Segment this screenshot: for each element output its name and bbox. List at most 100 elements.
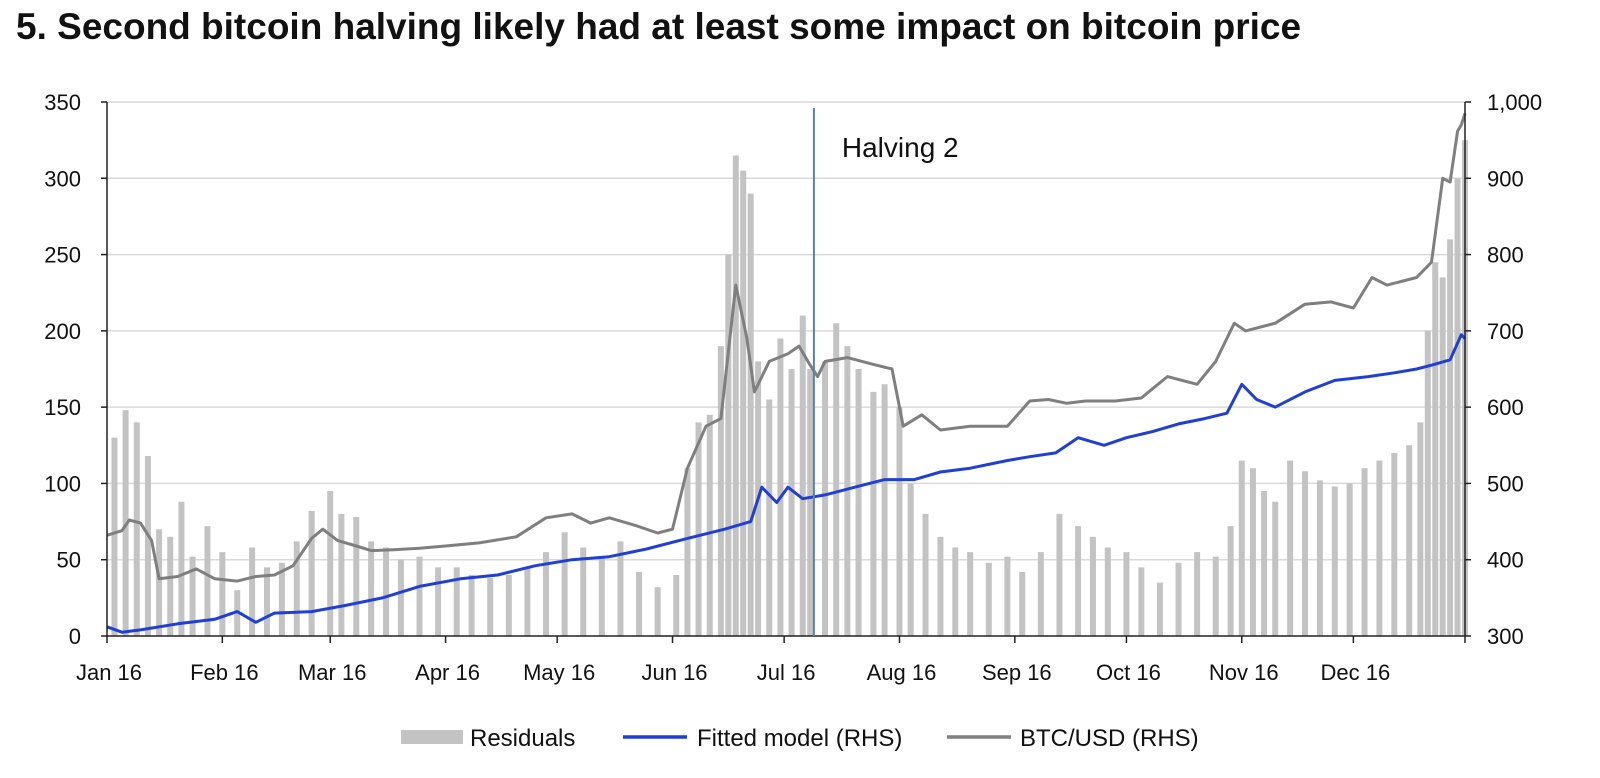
- residual-bar: [922, 513, 929, 636]
- gridlines: [107, 101, 1465, 561]
- y-left-tick-label: 0: [69, 624, 81, 649]
- residual-bar: [617, 541, 624, 636]
- x-tick-label: Jun 16: [641, 660, 707, 685]
- legend-btc-usd: BTC/USD (RHS): [947, 725, 1199, 752]
- residual-bar: [383, 547, 390, 636]
- residual-bar: [338, 513, 345, 636]
- residual-bar: [788, 369, 795, 636]
- x-tick-label: Feb 16: [190, 660, 259, 685]
- residual-bar: [1089, 536, 1096, 636]
- residual-bar: [1447, 239, 1454, 637]
- residual-bar: [133, 422, 140, 636]
- residual-bar: [1272, 501, 1279, 636]
- residual-bar: [1361, 468, 1368, 636]
- btc-usd-line: [106, 112, 1467, 583]
- halving-label: Halving 2: [842, 132, 959, 163]
- y-right-tick-label: 300: [1487, 624, 1524, 649]
- residual-bar: [881, 384, 888, 636]
- residual-bar: [1302, 471, 1309, 636]
- residual-bar: [1194, 552, 1201, 636]
- residual-bar: [1104, 547, 1111, 636]
- residual-bar: [732, 155, 739, 636]
- y-right-tick-label: 1,000: [1487, 90, 1542, 115]
- y-left-tick-label: 150: [44, 395, 81, 420]
- legend-label: Residuals: [470, 725, 575, 752]
- chart-title: 5. Second bitcoin halving likely had at …: [16, 6, 1302, 47]
- x-tick-label: Apr 16: [415, 660, 480, 685]
- x-tick-label: Dec 16: [1321, 660, 1391, 685]
- residual-bar: [844, 346, 851, 636]
- residual-bar: [1004, 556, 1011, 636]
- residual-bar: [1439, 277, 1446, 636]
- residual-bar: [1376, 460, 1383, 636]
- residual-bar: [1417, 422, 1424, 636]
- residual-bar: [807, 369, 814, 636]
- legend-label: Fitted model (RHS): [697, 725, 902, 752]
- residual-bar: [870, 391, 877, 636]
- residual-bar: [896, 407, 903, 636]
- residual-bar: [907, 483, 914, 636]
- residual-bar: [263, 567, 270, 636]
- y-left-tick-label: 250: [44, 243, 81, 268]
- residual-bar: [1227, 526, 1234, 636]
- residual-bar: [543, 552, 550, 636]
- residual-bar: [1019, 571, 1026, 636]
- residual-bar: [293, 541, 300, 636]
- residual-bar: [636, 571, 643, 636]
- y-right-tick-label: 400: [1487, 548, 1524, 573]
- residual-bar: [1138, 567, 1145, 636]
- residual-bar: [505, 574, 512, 636]
- legend-swatch: [401, 730, 463, 744]
- residual-bar: [167, 536, 174, 636]
- residual-bar: [985, 562, 992, 636]
- residual-bar: [684, 468, 691, 636]
- residual-bar: [468, 574, 475, 636]
- residual-bar: [1249, 468, 1256, 636]
- residual-bar: [1454, 178, 1461, 637]
- residual-bar: [1261, 491, 1268, 636]
- residual-bar: [1175, 562, 1182, 636]
- x-tick-label: Jan 16: [76, 660, 142, 685]
- y-right-tick-label: 800: [1487, 243, 1524, 268]
- fitted-model-line: [106, 333, 1467, 634]
- y-left-tick-label: 100: [44, 471, 81, 496]
- residual-bar: [1287, 460, 1294, 636]
- y-right-tick-label: 900: [1487, 166, 1524, 191]
- residual-bar: [453, 567, 460, 636]
- x-tick-label: Sep 16: [982, 660, 1052, 685]
- legend-label: BTC/USD (RHS): [1020, 725, 1199, 752]
- residual-bar: [111, 437, 118, 636]
- residual-bar: [766, 399, 773, 636]
- x-tick-label: Oct 16: [1096, 660, 1161, 685]
- series-lines: [106, 112, 1467, 634]
- residual-bar: [204, 526, 211, 636]
- residual-bar: [580, 547, 587, 636]
- y-left-tick-label: 200: [44, 319, 81, 344]
- residual-bar: [1331, 486, 1338, 636]
- residual-bar: [1424, 330, 1431, 636]
- residual-bar: [189, 556, 196, 636]
- residual-bar: [397, 559, 404, 636]
- residual-bar: [1238, 460, 1245, 636]
- residual-bar: [952, 547, 959, 636]
- residual-bar: [1391, 452, 1398, 636]
- residual-bar: [416, 556, 423, 636]
- x-tick-label: Mar 16: [298, 660, 366, 685]
- residual-bar: [1156, 582, 1163, 636]
- residual-bar: [561, 532, 568, 636]
- x-tick-label: Nov 16: [1209, 660, 1279, 685]
- y-left-tick-label: 50: [57, 548, 81, 573]
- residual-bar: [156, 529, 163, 636]
- residual-bar: [937, 536, 944, 636]
- axes: 0 50 100 150 200 250 300 350 300 400 500 600 700 800 9…: [44, 90, 1542, 685]
- residual-bar: [1037, 552, 1044, 636]
- residual-bar: [740, 170, 747, 636]
- residuals-bars: [111, 140, 1468, 637]
- residual-bar: [706, 414, 713, 636]
- legend-residuals: Residuals: [401, 725, 575, 752]
- residual-bar: [308, 510, 315, 636]
- residual-bar: [1316, 480, 1323, 636]
- residual-bar: [249, 547, 256, 636]
- residual-bar: [777, 338, 784, 636]
- y-right-tick-label: 600: [1487, 395, 1524, 420]
